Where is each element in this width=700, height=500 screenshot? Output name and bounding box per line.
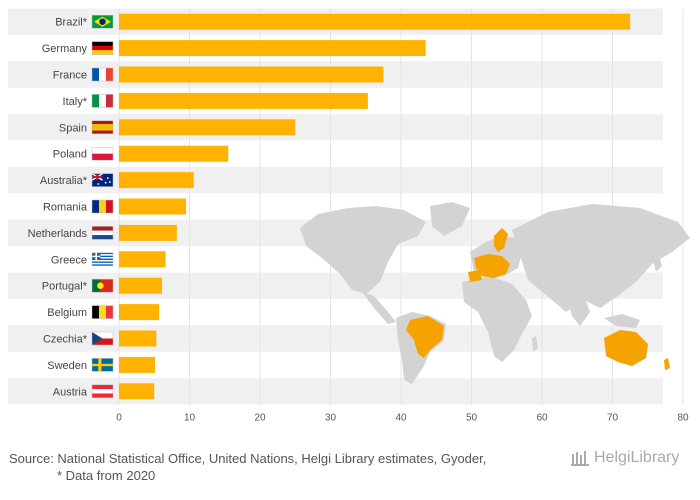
map-africa xyxy=(462,276,532,362)
map-madagascar xyxy=(532,336,538,352)
helgi-library-logo: HelgiLibrary xyxy=(571,449,679,467)
flag-icon xyxy=(91,41,114,55)
map-se-asia xyxy=(604,314,640,328)
category-label: Poland xyxy=(53,149,87,161)
x-axis-ticks: 0 10 20 30 40 50 60 70 80 xyxy=(116,413,689,424)
bar xyxy=(119,119,296,136)
category-label: Sweden xyxy=(47,360,87,372)
bar xyxy=(119,40,426,57)
bar xyxy=(119,172,194,189)
data-year-note: * Data from 2020 xyxy=(57,468,156,483)
bar xyxy=(119,304,160,321)
flag-icon xyxy=(91,14,114,29)
map-greenland xyxy=(430,202,470,236)
category-label: Italy* xyxy=(63,96,88,108)
flag-icon xyxy=(91,331,114,346)
map-brazil xyxy=(406,316,444,358)
bar xyxy=(119,251,166,268)
flag-icon xyxy=(91,146,114,161)
source-note: Source: National Statistical Office, Uni… xyxy=(9,450,486,484)
flag-icon xyxy=(91,199,114,214)
bar xyxy=(119,330,157,347)
x-tick-label: 0 xyxy=(116,413,122,424)
bar xyxy=(119,92,368,109)
x-tick-label: 50 xyxy=(466,413,478,424)
map-japan xyxy=(652,252,662,272)
x-tick-label: 60 xyxy=(536,413,548,424)
x-tick-label: 70 xyxy=(607,413,619,424)
bar xyxy=(119,383,155,400)
flag-icon xyxy=(91,305,114,319)
bar xyxy=(119,145,229,162)
world-map xyxy=(300,202,690,384)
x-tick-label: 20 xyxy=(254,413,266,424)
map-sweden xyxy=(494,228,508,252)
x-tick-label: 40 xyxy=(395,413,407,424)
category-label: France xyxy=(53,70,87,82)
logo-text: HelgiLibrary xyxy=(594,449,680,466)
map-iberia xyxy=(468,270,482,282)
category-label: Spain xyxy=(59,122,87,134)
bar xyxy=(119,66,384,83)
row-stripe xyxy=(8,325,663,352)
category-label: Brazil* xyxy=(55,17,88,29)
bar xyxy=(119,356,155,373)
category-label: Greece xyxy=(51,254,87,266)
category-label: Germany xyxy=(42,43,88,55)
flag-icon xyxy=(91,358,114,372)
flag-icon xyxy=(91,252,114,267)
category-label: Romania xyxy=(43,202,88,214)
flag-icon xyxy=(91,278,114,293)
map-central-america xyxy=(362,292,396,324)
map-australia xyxy=(604,330,648,366)
map-new-zealand xyxy=(664,358,670,370)
row-stripe xyxy=(8,378,663,405)
bar xyxy=(119,224,177,241)
flag-icon xyxy=(91,67,114,82)
category-label: Austria xyxy=(53,386,88,398)
category-label: Czechia* xyxy=(43,334,88,346)
row-stripe xyxy=(8,114,663,141)
category-label: Portugal* xyxy=(42,281,88,293)
bar-chart: Brazil* Germany France Italy* Spain Poland Aus… xyxy=(8,8,690,424)
x-tick-label: 10 xyxy=(184,413,196,424)
bar xyxy=(119,198,186,215)
bars xyxy=(119,13,631,400)
bar xyxy=(119,277,163,294)
source-text: Source: National Statistical Office, Uni… xyxy=(9,451,487,466)
map-europe-highlight xyxy=(474,254,510,278)
category-labels: Brazil* Germany France Italy* Spain Poland Aus… xyxy=(28,17,88,399)
flag-icon xyxy=(91,384,114,399)
map-north-america xyxy=(300,206,426,294)
flag-icon xyxy=(91,94,114,108)
category-label: Australia* xyxy=(40,175,88,187)
category-label: Netherlands xyxy=(28,228,88,240)
flag-icon xyxy=(91,120,114,135)
flags xyxy=(91,14,114,399)
x-tick-label: 30 xyxy=(325,413,337,424)
map-india xyxy=(566,294,590,326)
row-stripe xyxy=(8,166,663,194)
category-label: Belgium xyxy=(47,307,87,319)
bar xyxy=(119,13,631,30)
flag-icon xyxy=(91,226,114,240)
map-asia xyxy=(512,204,690,312)
x-tick-label: 80 xyxy=(677,413,689,424)
flag-icon xyxy=(91,172,114,187)
library-building-icon xyxy=(571,451,589,466)
